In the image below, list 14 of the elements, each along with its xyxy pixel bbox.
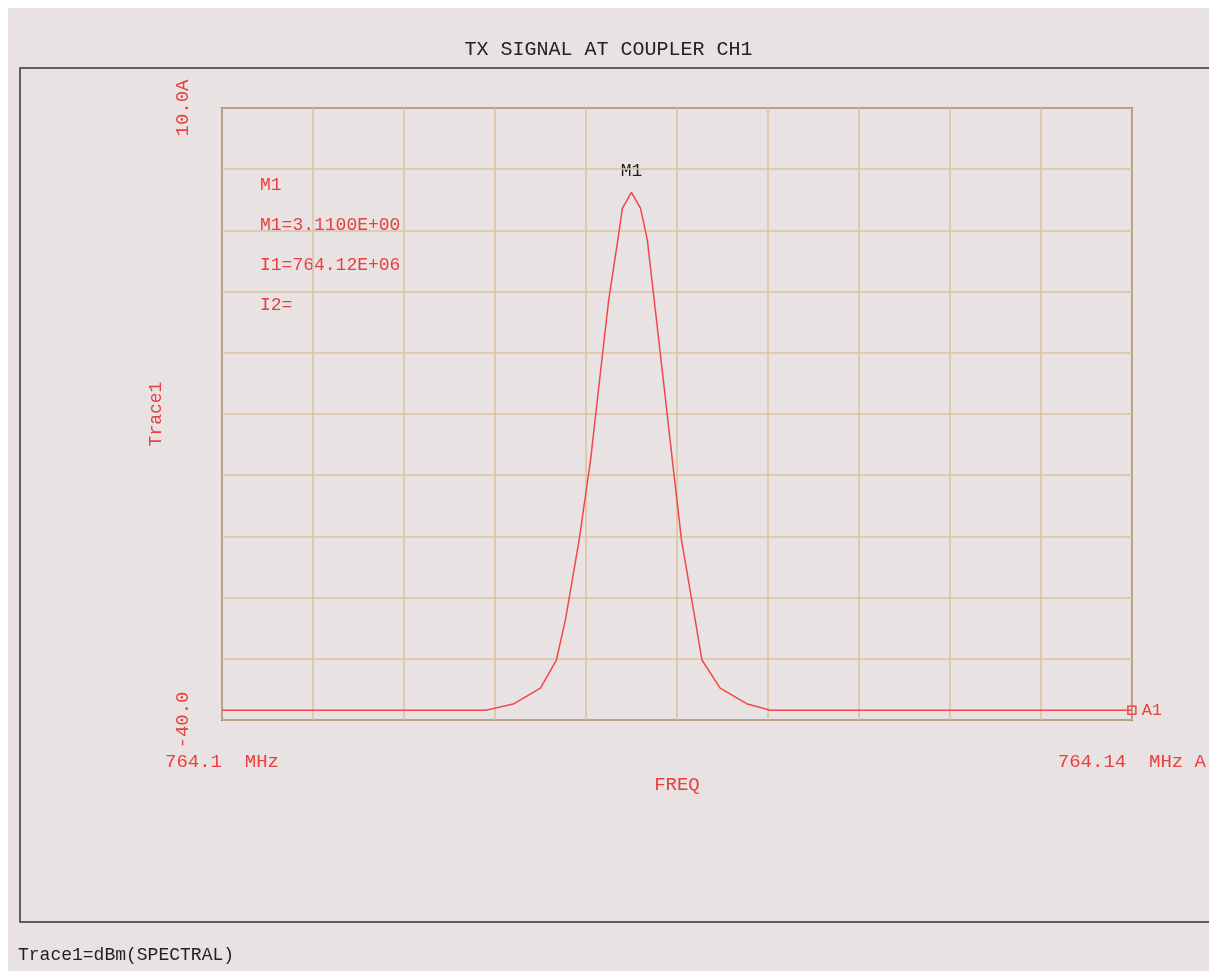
x-tick-label: 764.1 MHz [164,750,280,773]
x-axis-title: FREQ [654,774,700,797]
y-tick-label: 10.0A [171,78,194,137]
y-tick-label: -40.0 [171,691,194,749]
y-axis-title: Trace1 [146,381,167,447]
x-tick-label: 764.14 MHz A [1057,750,1207,773]
annotation: M1 [620,161,643,182]
annotation: M1 [260,175,282,195]
annotation: I2= [260,295,293,315]
annotation: M1=3.1100E+00 [260,215,401,235]
annotation: I1=764.12E+06 [260,255,401,275]
text: Trace1=dBm(SPECTRAL) [18,945,235,965]
annotation: A1 [1141,700,1163,720]
chart-title: TX SIGNAL AT COUPLER CH1 [464,37,753,61]
